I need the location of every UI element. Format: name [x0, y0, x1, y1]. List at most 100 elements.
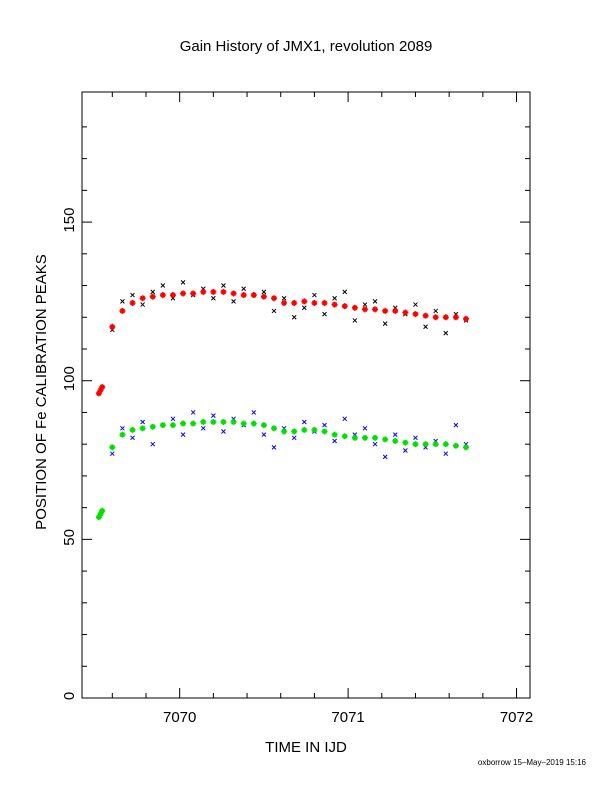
fit-point	[97, 387, 104, 394]
fit-point	[412, 311, 419, 318]
y-tick-label: 0	[61, 692, 78, 700]
fit-point	[402, 439, 409, 446]
data-point	[150, 289, 156, 295]
data-point	[443, 330, 449, 336]
fit-point	[250, 420, 257, 427]
data-point	[362, 425, 368, 431]
data-point	[392, 432, 398, 438]
data-point	[443, 451, 449, 457]
data-point	[271, 444, 277, 450]
data-point	[180, 280, 186, 285]
fit-point	[240, 292, 247, 299]
x-tick-label: 7070	[163, 709, 196, 726]
fit-point	[311, 426, 318, 433]
fit-point	[159, 422, 166, 429]
plot-frame	[81, 91, 531, 699]
fit-point	[291, 428, 298, 435]
fit-point	[180, 290, 187, 297]
data-point	[120, 425, 125, 431]
fit-point	[452, 442, 459, 449]
data-point	[109, 451, 115, 457]
data-point	[413, 435, 418, 441]
data-point	[291, 435, 297, 441]
y-tick-label: 100	[61, 366, 78, 391]
data-point	[433, 308, 439, 314]
fit-point	[402, 309, 409, 316]
data-point	[382, 321, 388, 326]
data-point	[332, 438, 337, 444]
data-point	[241, 286, 247, 292]
data-point	[261, 289, 267, 295]
fit-point	[149, 423, 156, 430]
fit-point	[230, 418, 237, 425]
data-point	[403, 448, 408, 453]
data-point	[120, 299, 125, 304]
fit-point	[95, 390, 102, 397]
fit-point	[422, 312, 429, 319]
fit-point	[382, 436, 389, 443]
data-point	[221, 429, 226, 434]
fit-point	[271, 295, 277, 302]
data-point	[251, 410, 257, 415]
x-tick-label: 7071	[331, 709, 364, 726]
fit-point	[260, 293, 267, 300]
fit-point	[432, 441, 439, 448]
fit-point	[180, 420, 187, 427]
data-point	[372, 441, 378, 447]
data-point	[271, 308, 277, 314]
fit-point	[301, 298, 308, 305]
fit-point	[129, 299, 136, 306]
fit-point	[200, 288, 207, 295]
data-point	[160, 283, 166, 288]
fit-point	[463, 315, 469, 322]
data-point	[211, 413, 216, 418]
fit-point	[432, 314, 439, 321]
fit-point	[119, 431, 126, 438]
fit-point	[139, 425, 146, 432]
fit-point	[109, 323, 116, 330]
fit-point	[291, 299, 298, 306]
data-point	[221, 283, 226, 288]
fit-point	[230, 290, 237, 297]
data-point	[180, 432, 186, 438]
data-point	[301, 305, 307, 311]
fit-point	[190, 290, 197, 297]
data-point	[281, 295, 287, 301]
data-point	[130, 435, 135, 441]
fit-point	[97, 510, 104, 517]
fit-point	[463, 444, 469, 451]
fit-point	[139, 295, 146, 302]
fit-point	[321, 428, 328, 435]
fit-point	[452, 314, 459, 321]
fit-point	[95, 514, 102, 521]
data-point	[372, 299, 378, 304]
fit-point	[392, 307, 399, 314]
x-tick-label: 7072	[500, 709, 533, 726]
fit-point	[392, 438, 399, 445]
data-point	[130, 292, 135, 298]
fit-point	[200, 418, 207, 425]
fit-point	[119, 307, 126, 314]
fit-point	[210, 418, 217, 425]
data-point	[140, 419, 145, 425]
fit-point	[109, 444, 116, 451]
fit-point	[321, 299, 328, 306]
data-point	[362, 302, 368, 307]
data-point	[170, 416, 176, 422]
fit-point	[412, 441, 419, 448]
fit-point	[250, 292, 257, 299]
fit-point	[372, 434, 379, 441]
fit-point	[311, 299, 318, 306]
y-axis-label: POSITION OF Fe CALIBRATION PEAKS	[33, 254, 50, 530]
fit-point	[99, 384, 106, 391]
fit-point	[301, 426, 308, 433]
fit-point	[341, 303, 348, 310]
data-point	[332, 295, 337, 301]
data-point	[342, 416, 348, 422]
fit-point	[422, 441, 429, 448]
data-point	[150, 441, 156, 447]
chart-title: Gain History of JMX1, revolution 2089	[180, 38, 433, 55]
fit-point	[351, 304, 358, 311]
fit-point	[210, 288, 217, 295]
